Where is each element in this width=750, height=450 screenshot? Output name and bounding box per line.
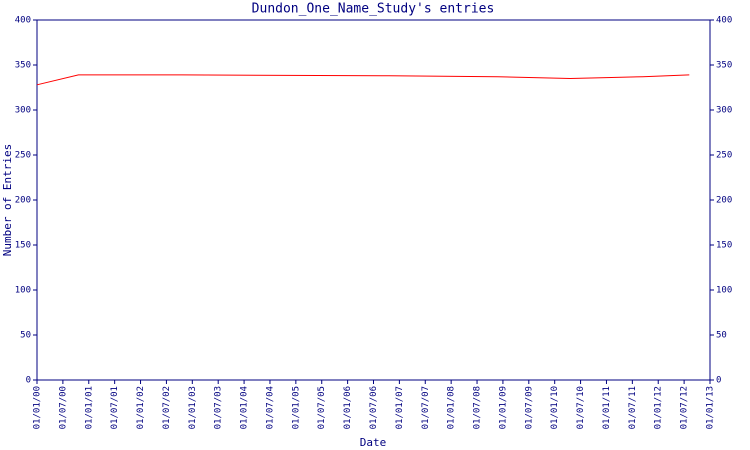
x-tick-label: 01/01/10 xyxy=(550,386,560,429)
x-tick-label: 01/01/08 xyxy=(447,386,457,429)
y2-tick-label: 0 xyxy=(716,376,721,386)
y2-tick-label: 350 xyxy=(716,61,732,71)
x-tick-label: 01/01/00 xyxy=(33,386,43,429)
y-tick-label: 350 xyxy=(15,61,31,71)
x-tick-label: 01/07/04 xyxy=(265,386,275,429)
y2-tick-label: 400 xyxy=(716,16,732,26)
x-axis-label: Date xyxy=(360,436,387,449)
y-tick-label: 100 xyxy=(15,286,31,296)
x-tick-label: 01/07/06 xyxy=(369,386,379,429)
x-tick-label: 01/07/03 xyxy=(214,386,224,429)
x-tick-label: 01/07/10 xyxy=(576,386,586,429)
x-tick-label: 01/01/07 xyxy=(395,386,405,429)
x-tick-label: 01/07/01 xyxy=(110,386,120,429)
y2-tick-label: 100 xyxy=(716,286,732,296)
x-tick-label: 01/07/11 xyxy=(628,386,638,429)
x-tick-label: 01/07/09 xyxy=(524,386,534,429)
x-tick-label: 01/01/03 xyxy=(188,386,198,429)
y-axis-label: Number of Entries xyxy=(1,144,14,257)
x-tick-label: 01/07/00 xyxy=(58,386,68,429)
x-tick-label: 01/01/04 xyxy=(240,386,250,429)
x-tick-label: 01/07/08 xyxy=(473,386,483,429)
x-tick-label: 01/07/12 xyxy=(680,386,690,429)
y2-tick-label: 50 xyxy=(716,331,727,341)
y-tick-label: 50 xyxy=(20,331,31,341)
x-tick-label: 01/01/11 xyxy=(602,386,612,429)
y-tick-label: 300 xyxy=(15,106,31,116)
data-line xyxy=(36,74,690,86)
y-tick-label: 200 xyxy=(15,196,31,206)
y-tick-label: 0 xyxy=(26,376,31,386)
y2-tick-label: 300 xyxy=(716,106,732,116)
y2-tick-label: 250 xyxy=(716,151,732,161)
x-tick-label: 01/01/09 xyxy=(498,386,508,429)
y2-tick-label: 150 xyxy=(716,241,732,251)
y2-tick-label: 200 xyxy=(716,196,732,206)
x-tick-label: 01/07/05 xyxy=(317,386,327,429)
x-tick-label: 01/07/07 xyxy=(421,386,431,429)
x-tick-label: 01/01/06 xyxy=(343,386,353,429)
y-tick-label: 400 xyxy=(15,16,31,26)
plot-frame xyxy=(36,19,711,381)
y-tick-label: 250 xyxy=(15,151,31,161)
x-tick-label: 01/01/01 xyxy=(84,386,94,429)
y-tick-label: 150 xyxy=(15,241,31,251)
x-tick-label: 01/01/13 xyxy=(706,386,716,429)
x-tick-label: 01/01/02 xyxy=(136,386,146,429)
x-tick-label: 01/01/05 xyxy=(291,386,301,429)
x-tick-label: 01/07/02 xyxy=(162,386,172,429)
x-tick-label: 01/01/12 xyxy=(654,386,664,429)
chart-title: Dundon_One_Name_Study's entries xyxy=(252,2,495,17)
